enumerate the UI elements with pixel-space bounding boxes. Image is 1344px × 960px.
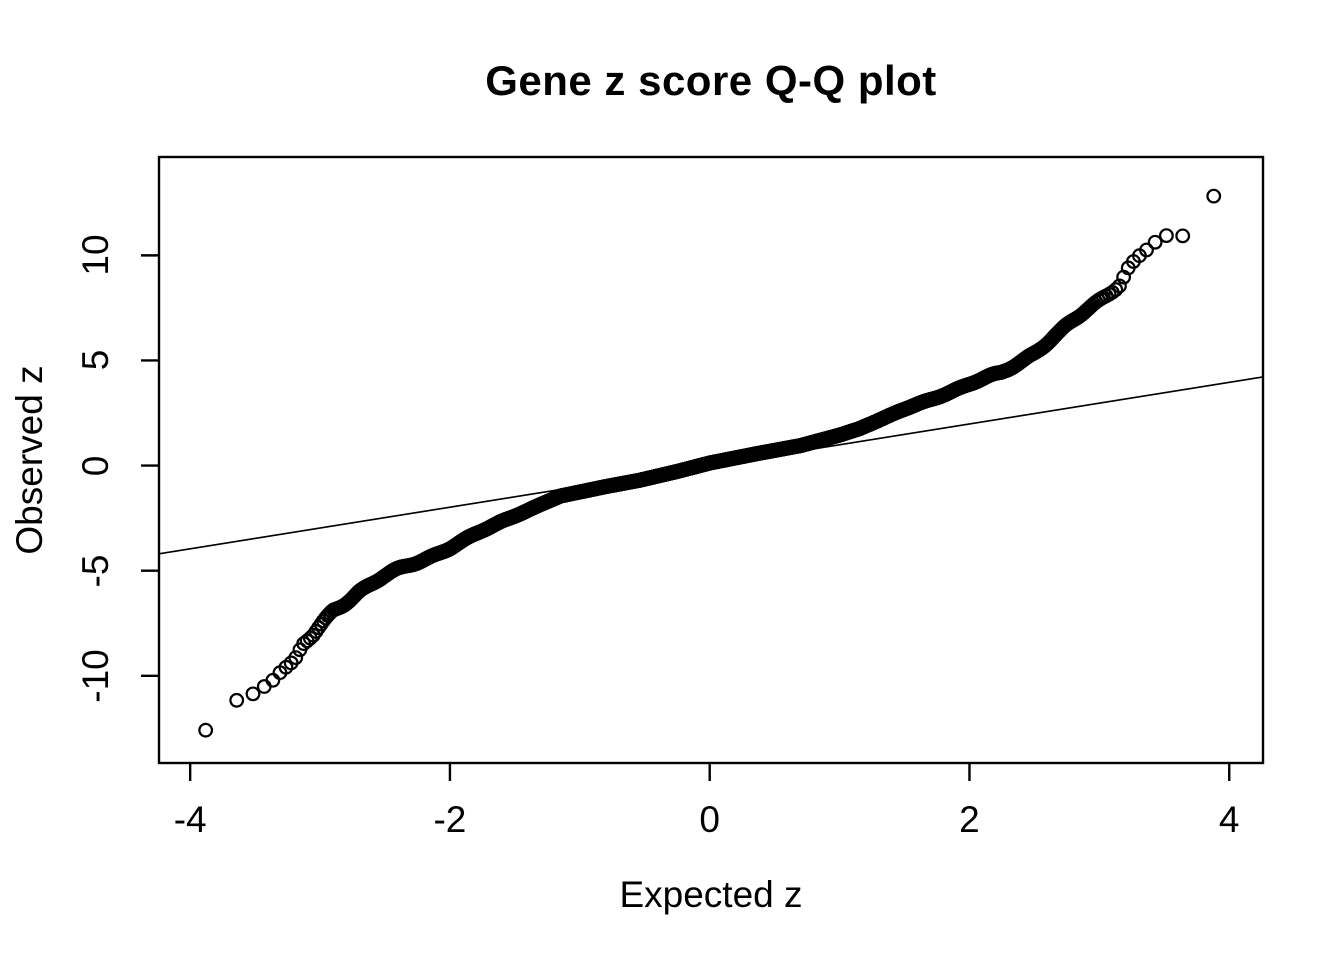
x-tick-label: 0 <box>699 799 720 840</box>
y-axis-title: Observed z <box>9 365 50 555</box>
x-tick-label: 2 <box>959 799 980 840</box>
x-tick-label: -2 <box>433 799 467 840</box>
y-tick-label: -5 <box>75 554 116 588</box>
x-tick-label: -4 <box>173 799 207 840</box>
y-tick-label: 5 <box>75 350 116 371</box>
y-tick-label: -10 <box>75 649 116 703</box>
x-tick-label: 4 <box>1218 799 1240 840</box>
y-tick-label: 0 <box>75 455 116 476</box>
y-tick-label: 10 <box>75 234 116 276</box>
chart-title: Gene z score Q-Q plot <box>485 57 937 104</box>
x-axis-title: Expected z <box>619 874 803 915</box>
